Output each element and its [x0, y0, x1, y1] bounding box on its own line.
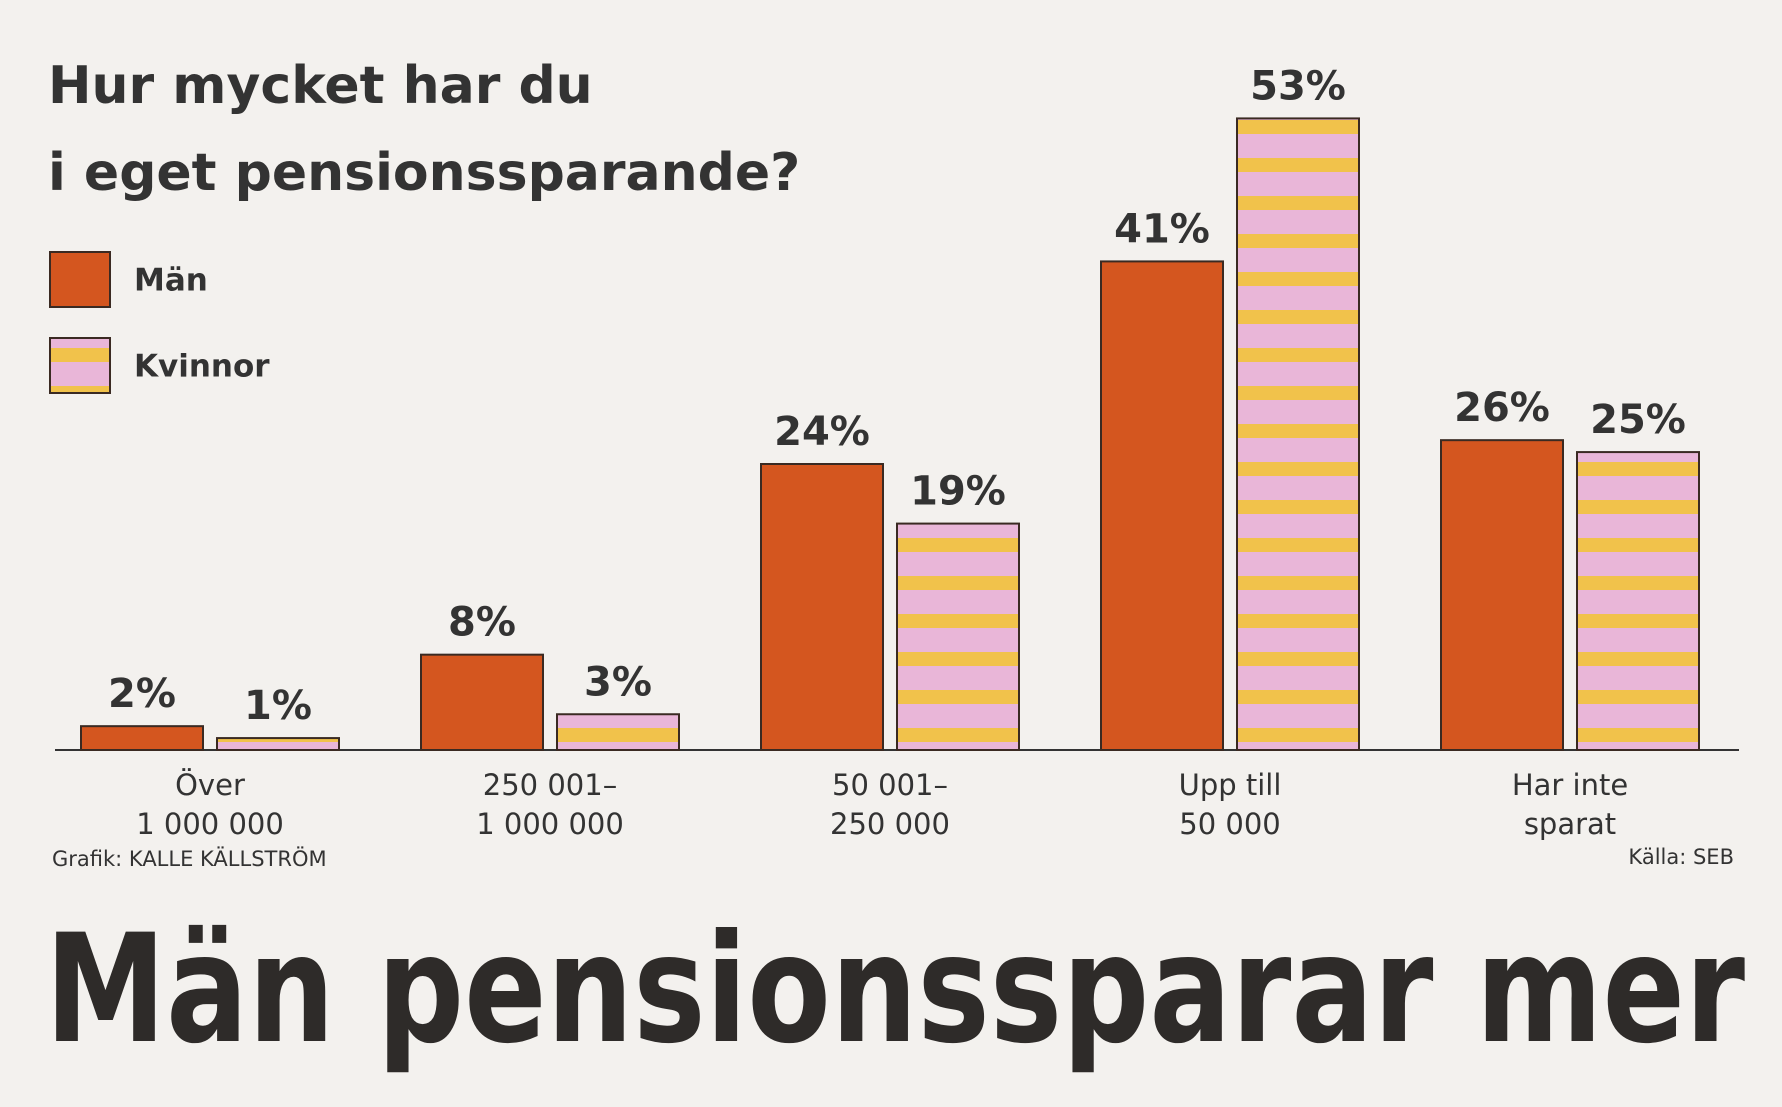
value-label: 24% [774, 409, 870, 455]
bar [1236, 117, 1360, 751]
value-label: 1% [244, 683, 312, 729]
value-label: 3% [584, 659, 652, 705]
x-tick-label: Över [175, 768, 245, 802]
x-tick-label: 50 000 [1179, 807, 1280, 841]
value-label: 53% [1250, 63, 1346, 109]
bar [896, 522, 1020, 751]
x-tick-label: sparat [1524, 807, 1616, 841]
bar [760, 463, 884, 751]
credit: Grafik: KALLE KÄLLSTRÖM [52, 846, 327, 871]
value-label: 19% [910, 469, 1006, 515]
value-label: 2% [108, 671, 176, 717]
source: Källa: SEB [1628, 845, 1734, 869]
x-tick-label: 50 001– [832, 768, 948, 802]
value-label: 25% [1590, 397, 1686, 443]
value-label: 41% [1114, 206, 1210, 252]
x-tick-label: Upp till [1179, 768, 1282, 802]
value-label: 8% [448, 600, 516, 646]
chart-title: i eget pensionssparande? [48, 143, 800, 203]
bar [80, 725, 204, 752]
bar [216, 737, 340, 751]
headline: Män pensionssparar mer [45, 903, 1745, 1077]
legend-swatch [49, 251, 111, 308]
bar [1576, 451, 1700, 751]
x-tick-label: 250 000 [830, 807, 950, 841]
bar [556, 713, 680, 751]
x-tick-label: Har inte [1512, 768, 1628, 802]
x-tick-label: 1 000 000 [476, 807, 624, 841]
bar [1100, 260, 1224, 751]
legend-label: Män [134, 263, 208, 299]
legend-label: Kvinnor [134, 349, 270, 385]
x-tick-label: 1 000 000 [136, 807, 284, 841]
bar [1440, 439, 1564, 751]
value-label: 26% [1454, 385, 1550, 431]
chart-title: Hur mycket har du [48, 56, 593, 116]
bar [420, 653, 544, 752]
x-tick-label: 250 001– [483, 768, 617, 802]
legend-swatch [49, 337, 111, 394]
